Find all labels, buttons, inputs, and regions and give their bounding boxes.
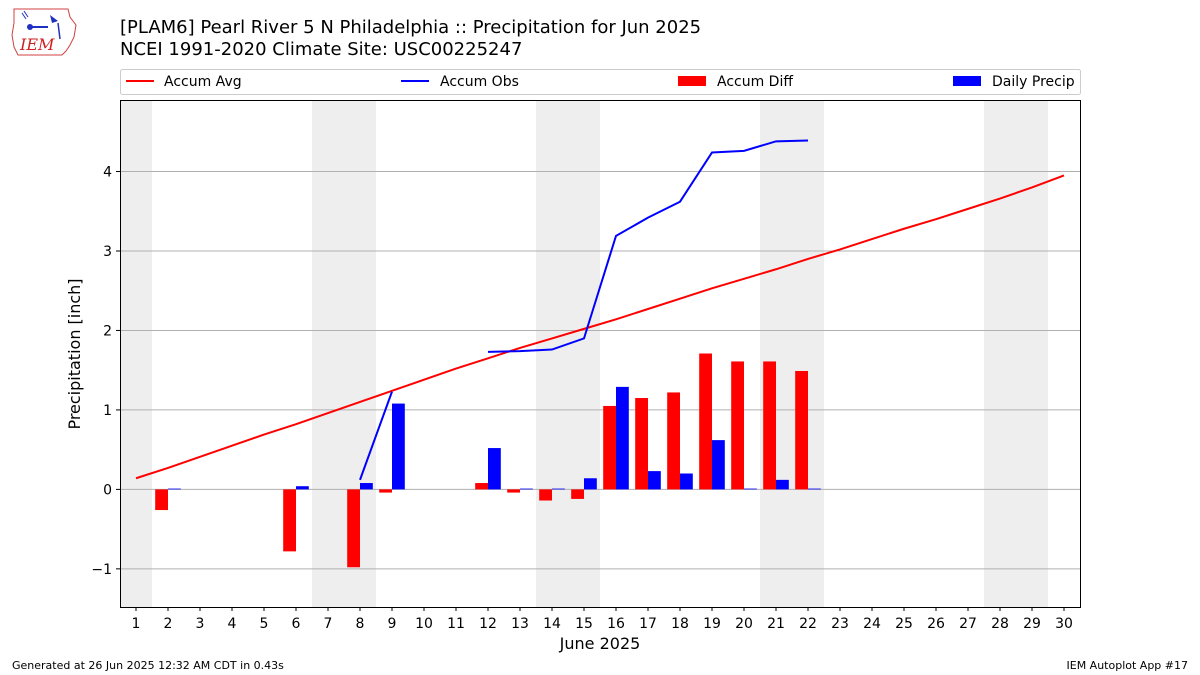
accum-diff-bar (571, 489, 584, 499)
chart-title: [PLAM6] Pearl River 5 N Philadelphia :: … (120, 17, 702, 38)
accum-diff-bar (603, 405, 616, 490)
daily-precip-bar (744, 488, 757, 490)
y-axis-label: Precipitation [inch] (65, 278, 84, 429)
iem-logo: IEM (11, 8, 77, 56)
x-tick-label: 17 (639, 616, 657, 632)
x-tick-label: 18 (671, 616, 689, 632)
daily-precip-bar (712, 440, 725, 490)
accum-diff-bar (283, 489, 296, 552)
daily-precip-bar (680, 473, 693, 490)
x-tick-label: 28 (991, 616, 1009, 632)
accum-diff-bar (379, 489, 392, 493)
x-tick-label: 29 (1023, 616, 1041, 632)
accum-diff-bar (731, 361, 744, 490)
x-tick-label: 8 (356, 616, 365, 632)
x-tick-label: 23 (831, 616, 849, 632)
x-tick-label: 19 (703, 616, 721, 632)
x-axis-ticks: 1 2 3 4 5 6 7 8 9 10 11 12 13 14 15 16 17 18 19 20 21 22 23 24 2… (132, 607, 1073, 632)
x-tick-label: 11 (447, 616, 465, 632)
weekend-band (120, 100, 152, 607)
chart-subtitle: NCEI 1991-2020 Climate Site: USC00225247 (120, 39, 523, 60)
y-tick-label: 0 (103, 482, 112, 498)
x-tick-label: 13 (511, 616, 529, 632)
x-axis-label: June 2025 (559, 634, 641, 653)
y-gridlines (120, 171, 1080, 570)
footer-app: IEM Autoplot App #17 (1066, 659, 1189, 672)
daily-precip-bar (616, 386, 629, 490)
y-tick-label: 4 (103, 165, 112, 181)
x-tick-label: 3 (196, 616, 205, 632)
y-tick-label: 2 (103, 323, 112, 339)
accum-diff-bar (635, 398, 648, 490)
footer-generated: Generated at 26 Jun 2025 12:32 AM CDT in… (12, 659, 284, 672)
accum-diff-bar (155, 489, 168, 511)
accum-diff-bar (475, 483, 488, 490)
x-tick-label: 5 (260, 616, 269, 632)
y-axis-ticks: −1 0 1 2 3 4 (91, 165, 120, 578)
daily-precip-bar (808, 488, 821, 490)
lines (135, 139, 1065, 481)
daily-precip-bar (584, 478, 597, 490)
legend-label-accum-avg: Accum Avg (164, 74, 242, 90)
x-tick-label: 15 (575, 616, 593, 632)
x-tick-label: 2 (164, 616, 173, 632)
accum-diff-bar (763, 361, 776, 490)
y-tick-label: −1 (91, 562, 112, 578)
x-tick-label: 12 (479, 616, 497, 632)
x-tick-label: 24 (863, 616, 881, 632)
weekend-shading (120, 100, 1048, 607)
accum-diff-bar (699, 353, 712, 490)
x-tick-label: 26 (927, 616, 945, 632)
legend-label-daily-precip: Daily Precip (992, 74, 1075, 90)
daily-precip-bar (552, 488, 565, 490)
daily-precip-bar (776, 479, 789, 490)
x-tick-label: 1 (132, 616, 141, 632)
accum-avg-line (135, 174, 1065, 480)
plot-frame (120, 100, 1081, 608)
legend: Accum Avg Accum Obs Accum Diff Daily Pre… (120, 69, 1081, 95)
weekend-band (760, 100, 824, 607)
legend-swatch-daily-precip (953, 76, 981, 86)
bars (155, 353, 821, 568)
x-tick-label: 22 (799, 616, 817, 632)
x-tick-label: 27 (959, 616, 977, 632)
accum-diff-bar (667, 392, 680, 490)
accum-diff-bar (507, 489, 520, 493)
daily-precip-bar (520, 488, 533, 490)
accum-diff-bar (347, 489, 360, 568)
accum-obs-line (359, 391, 393, 481)
legend-swatch-accum-diff (678, 76, 706, 86)
daily-precip-bar (488, 448, 501, 490)
weekend-band (536, 100, 600, 607)
y-tick-label: 3 (103, 244, 112, 260)
daily-precip-bar (392, 403, 405, 490)
daily-precip-bar (296, 486, 309, 490)
daily-precip-bar (360, 483, 373, 490)
x-tick-label: 10 (415, 616, 433, 632)
x-tick-label: 14 (543, 616, 561, 632)
x-tick-label: 30 (1055, 616, 1073, 632)
legend-label-accum-obs: Accum Obs (440, 74, 519, 90)
legend-label-accum-diff: Accum Diff (717, 74, 793, 90)
accum-diff-bar (539, 489, 552, 501)
daily-precip-bar (648, 471, 661, 490)
x-tick-label: 9 (388, 616, 397, 632)
x-tick-label: 7 (324, 616, 333, 632)
x-tick-label: 16 (607, 616, 625, 632)
weekend-band (984, 100, 1048, 607)
accum-diff-bar (795, 370, 808, 490)
y-tick-label: 1 (103, 403, 112, 419)
x-tick-label: 6 (292, 616, 301, 632)
x-tick-label: 4 (228, 616, 237, 632)
accum-obs-line (487, 139, 809, 353)
daily-precip-bar (168, 488, 181, 490)
x-tick-label: 20 (735, 616, 753, 632)
x-tick-label: 25 (895, 616, 913, 632)
legend-box (120, 69, 1081, 95)
weekend-band (312, 100, 376, 607)
x-tick-label: 21 (767, 616, 785, 632)
logo-text: IEM (19, 35, 55, 54)
